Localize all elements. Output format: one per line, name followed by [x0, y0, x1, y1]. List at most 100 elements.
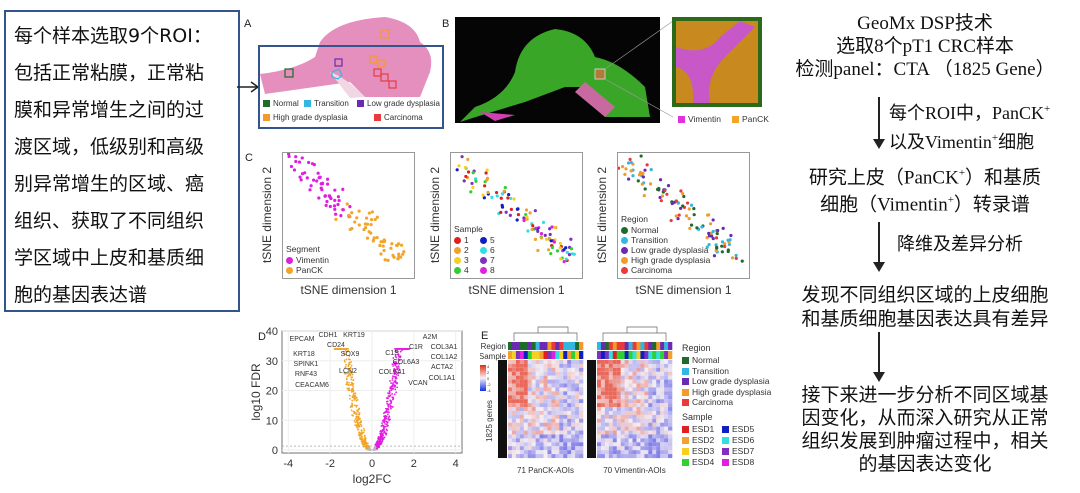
- heat-bg: [575, 422, 580, 427]
- tsne-point: [552, 225, 556, 229]
- heat-cell: [624, 430, 629, 435]
- heat-cell: [523, 360, 529, 364]
- tsne-point: [373, 217, 377, 222]
- heat-cell: [597, 395, 602, 400]
- heat-bg: [632, 403, 637, 408]
- heat-bg: [559, 360, 564, 364]
- sample-cell: [555, 351, 560, 359]
- heat-cell: [668, 430, 673, 435]
- tsne-points: [455, 155, 576, 264]
- heat-bg: [640, 379, 645, 384]
- region-cell: [547, 342, 552, 350]
- tsne-point: [539, 232, 544, 236]
- heat-bg: [543, 367, 548, 372]
- heat-bg: [652, 387, 657, 392]
- heat-cell: [656, 446, 661, 451]
- heat-bg: [660, 363, 665, 368]
- heat-cell: [648, 391, 653, 396]
- heat-bg: [652, 395, 657, 400]
- heat-cell: [579, 399, 584, 404]
- tsne-point: [528, 211, 532, 215]
- heat-cell: [668, 426, 673, 431]
- heat-cell: [567, 360, 572, 364]
- heat-bg: [515, 414, 521, 419]
- heat-bg: [600, 418, 606, 423]
- tsne-point: [396, 257, 400, 261]
- tsne-point: [524, 212, 528, 217]
- legend-item: Normal: [621, 225, 658, 235]
- heat-cell: [612, 391, 618, 396]
- heat-bg: [612, 363, 618, 368]
- heat-cell: [660, 434, 665, 439]
- legend-label: 1: [464, 235, 469, 245]
- volcano-point: [355, 405, 358, 407]
- heat-cell: [511, 363, 517, 368]
- heat-cell: [559, 450, 564, 455]
- heat-bg: [543, 410, 548, 415]
- heat-cell: [636, 363, 641, 368]
- region-cell: [604, 342, 610, 350]
- heat-cell: [644, 395, 649, 400]
- heat-bg: [656, 403, 661, 408]
- tsne-point: [626, 161, 631, 165]
- heat-bg: [575, 363, 580, 368]
- heat-bg: [644, 407, 649, 412]
- heat-cell: [567, 418, 572, 423]
- heat-bg: [575, 407, 580, 412]
- heat-bg: [612, 442, 618, 447]
- heat-bg: [600, 399, 606, 404]
- heat-bg: [624, 375, 629, 380]
- heat-bg: [620, 367, 625, 372]
- heat-cell: [652, 438, 657, 443]
- volcano-point: [395, 391, 398, 394]
- heat-cell: [551, 403, 556, 408]
- heat-cell: [640, 383, 645, 388]
- note-line: 组织、获取了不同组织: [14, 210, 205, 232]
- heat-cell: [668, 379, 673, 384]
- heat-bg: [668, 375, 673, 380]
- heat-bg: [555, 454, 560, 459]
- gene-label: LCN2: [339, 368, 357, 375]
- region-cell: [567, 342, 572, 350]
- heat-cell: [600, 410, 606, 415]
- tsne-point: [367, 230, 371, 234]
- heat-cell: [508, 360, 513, 364]
- heat-bg: [668, 403, 673, 408]
- row-label: Sample: [480, 352, 507, 361]
- heat-cell: [531, 418, 536, 423]
- heat-bg: [563, 438, 568, 443]
- heat-bg: [563, 371, 568, 376]
- heat-cell: [632, 363, 637, 368]
- heat-bg: [559, 391, 564, 396]
- heat-cell: [620, 450, 625, 455]
- heat-bg: [527, 446, 532, 451]
- tsne-point: [481, 193, 485, 197]
- heat-cell: [636, 403, 641, 408]
- heat-cell: [543, 446, 548, 451]
- legend-item: High grade dysplasia: [682, 387, 771, 397]
- volcano-point: [396, 382, 398, 385]
- heat-cell: [616, 367, 621, 372]
- volcano-point: [354, 392, 357, 395]
- heat-cell: [531, 363, 536, 368]
- heat-bg: [551, 426, 556, 431]
- tsne-point: [469, 190, 473, 194]
- volcano-point: [379, 433, 382, 436]
- heat-bg: [511, 383, 517, 388]
- heat-cell: [636, 446, 641, 451]
- note-line: 渡区域，低级别和高级: [14, 136, 205, 158]
- tsne-point: [730, 256, 735, 260]
- heat-cell: [668, 395, 673, 400]
- heat-cell: [624, 414, 629, 419]
- heat-bg: [575, 418, 580, 423]
- heat-cell: [519, 450, 525, 455]
- heat-bg: [559, 395, 564, 400]
- heat-cell: [608, 410, 614, 415]
- heat-cell: [648, 387, 653, 392]
- heat-cell: [636, 391, 641, 396]
- heat-cell: [567, 411, 571, 415]
- heat-cell: [648, 367, 653, 372]
- heat-bg: [640, 418, 645, 423]
- panel-b-label: B: [442, 18, 450, 30]
- heat-bg: [543, 407, 548, 412]
